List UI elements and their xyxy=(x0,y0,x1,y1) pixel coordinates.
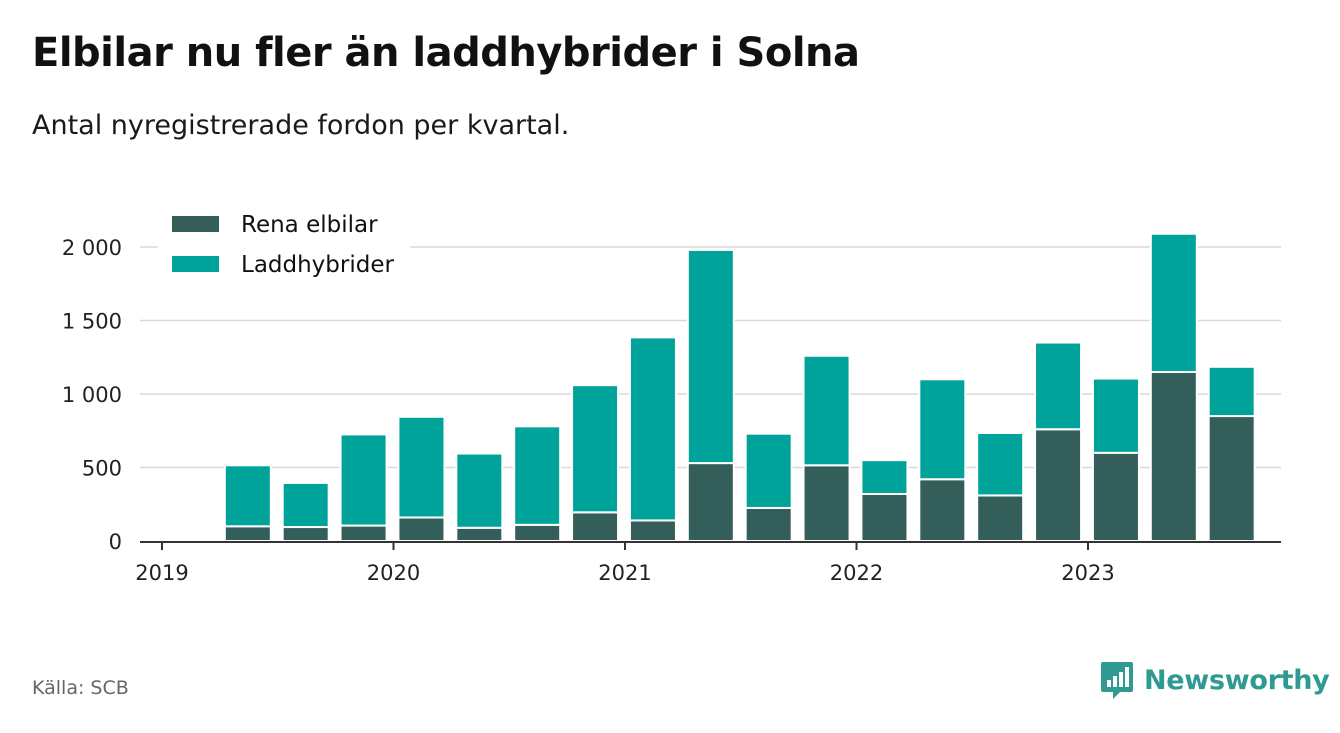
bar-rena-elbilar xyxy=(744,506,793,542)
legend-swatch-laddhybrider xyxy=(172,256,219,272)
legend-label-laddhybrider: Laddhybrider xyxy=(241,252,394,278)
bar-laddhybrider xyxy=(223,464,272,528)
x-tick-label: 2019 xyxy=(135,561,188,585)
newsworthy-logo-icon xyxy=(1101,662,1133,699)
bar-laddhybrider xyxy=(918,378,967,481)
bar-rena-elbilar xyxy=(339,524,388,543)
y-tick-label: 1 500 xyxy=(62,310,122,334)
legend-swatch-rena-elbilar xyxy=(172,216,219,232)
bar-rena-elbilar xyxy=(223,525,272,542)
bar-rena-elbilar xyxy=(628,519,677,542)
bar-laddhybrider xyxy=(1034,341,1083,431)
newsworthy-logo-text: Newsworthy xyxy=(1144,664,1330,696)
bar-rena-elbilar xyxy=(918,478,967,543)
chart-subtitle: Antal nyregistrerade fordon per kvartal. xyxy=(32,110,570,141)
y-tick-label: 1 000 xyxy=(62,383,122,407)
bar-rena-elbilar xyxy=(513,523,562,543)
legend: Rena elbilar Laddhybrider xyxy=(158,206,410,288)
bar-laddhybrider xyxy=(339,433,388,527)
bar-laddhybrider xyxy=(860,459,909,495)
x-tick-label: 2023 xyxy=(1061,561,1114,585)
bar-rena-elbilar xyxy=(397,516,446,542)
newsworthy-logo: Newsworthy xyxy=(1100,660,1330,700)
bar-rena-elbilar xyxy=(455,526,504,543)
bar-laddhybrider xyxy=(1091,377,1140,454)
bar-rena-elbilar xyxy=(1091,451,1140,542)
bar-laddhybrider xyxy=(744,432,793,509)
legend-label-rena-elbilar: Rena elbilar xyxy=(241,212,378,238)
bar-laddhybrider xyxy=(455,452,504,529)
bar-rena-elbilar xyxy=(686,462,735,542)
bar-laddhybrider xyxy=(281,481,330,529)
bar-rena-elbilar xyxy=(802,464,851,543)
bar-rena-elbilar xyxy=(1149,370,1198,543)
bar-laddhybrider xyxy=(686,248,735,465)
bar-rena-elbilar xyxy=(976,494,1025,542)
bar-rena-elbilar xyxy=(281,526,330,542)
bar-rena-elbilar xyxy=(860,492,909,542)
chart-title: Elbilar nu fler än laddhybrider i Solna xyxy=(32,30,860,76)
bar-laddhybrider xyxy=(628,336,677,522)
y-tick-label: 0 xyxy=(109,530,122,554)
bar-laddhybrider xyxy=(571,384,620,514)
bar-laddhybrider xyxy=(976,431,1025,497)
y-tick-label: 500 xyxy=(82,457,122,481)
bar-laddhybrider xyxy=(397,415,446,519)
y-tick-label: 2 000 xyxy=(62,236,122,260)
x-tick-label: 2021 xyxy=(598,561,651,585)
bar-rena-elbilar xyxy=(571,511,620,543)
x-tick-label: 2020 xyxy=(367,561,420,585)
bar-laddhybrider xyxy=(802,354,851,467)
x-tick-label: 2022 xyxy=(830,561,883,585)
bar-laddhybrider xyxy=(1149,232,1198,373)
bar-rena-elbilar xyxy=(1034,428,1083,542)
bar-rena-elbilar xyxy=(1207,415,1256,542)
bar-laddhybrider xyxy=(513,425,562,526)
bar-laddhybrider xyxy=(1207,365,1256,418)
source-note: Källa: SCB xyxy=(32,677,129,699)
